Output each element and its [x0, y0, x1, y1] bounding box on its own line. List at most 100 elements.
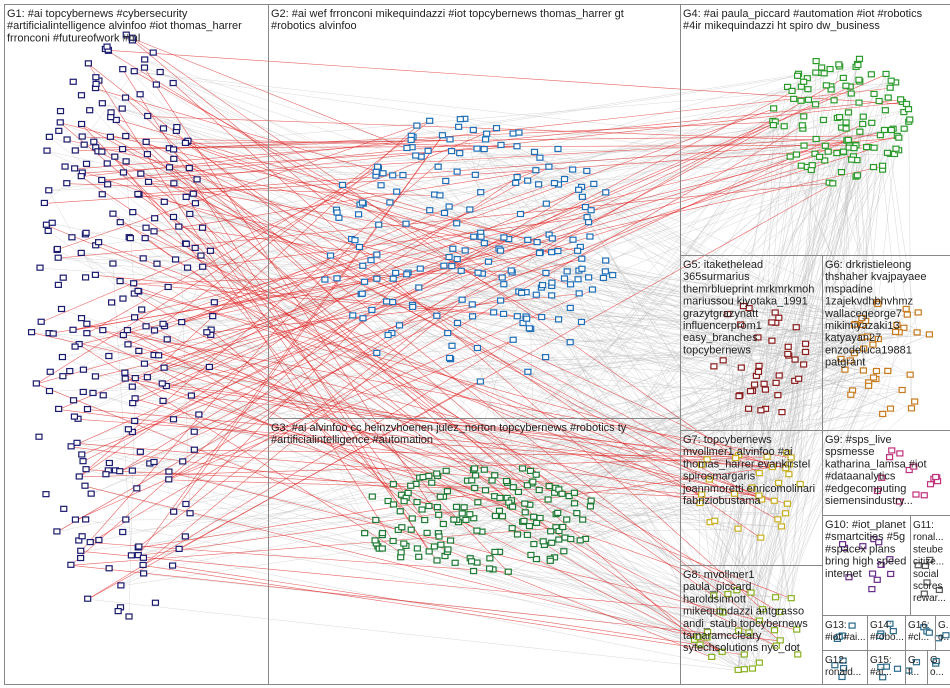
edge — [508, 304, 879, 504]
edge — [169, 167, 383, 174]
node — [716, 608, 724, 615]
group-label: themrblueprint mrkmrkmoh — [683, 283, 814, 295]
node — [118, 145, 127, 153]
edge — [196, 179, 549, 501]
node — [92, 74, 100, 81]
node — [69, 78, 77, 85]
node — [797, 97, 805, 104]
node — [906, 116, 914, 123]
group-label: #cl... — [908, 632, 929, 643]
edge-strong — [124, 372, 752, 594]
node — [520, 517, 528, 524]
node — [886, 620, 894, 627]
node — [471, 472, 480, 479]
node — [447, 147, 456, 155]
edge — [457, 74, 799, 173]
node — [512, 179, 520, 186]
edge-strong — [87, 340, 514, 600]
group-label: spsmesse — [825, 446, 875, 458]
edge — [449, 358, 570, 497]
node — [379, 170, 387, 177]
edge — [582, 519, 708, 633]
node — [754, 334, 762, 341]
node — [121, 369, 129, 376]
group-label: fabriziobustama — [683, 495, 762, 507]
node — [759, 606, 767, 613]
node — [906, 371, 914, 378]
node — [746, 388, 755, 395]
edge — [738, 382, 869, 632]
node — [404, 489, 412, 496]
edge — [447, 353, 855, 553]
edge-strong — [134, 317, 777, 647]
node — [554, 509, 562, 516]
node — [476, 378, 484, 385]
node — [548, 539, 556, 546]
node — [141, 235, 149, 242]
edge — [144, 59, 413, 148]
node — [69, 326, 77, 333]
node — [55, 127, 63, 134]
node — [853, 172, 862, 179]
node — [847, 90, 855, 97]
edge — [564, 395, 851, 539]
node — [768, 319, 776, 326]
node — [99, 392, 107, 399]
node — [392, 269, 400, 277]
edge — [762, 513, 786, 610]
node — [79, 366, 88, 373]
node — [438, 132, 447, 139]
node — [548, 249, 556, 256]
edge — [722, 590, 738, 614]
node — [118, 105, 126, 112]
node — [878, 474, 886, 481]
node — [453, 168, 461, 175]
node — [130, 68, 138, 75]
node — [68, 234, 76, 241]
edge-strong — [126, 34, 337, 211]
node — [373, 251, 381, 258]
node — [784, 343, 792, 350]
node — [900, 125, 908, 132]
edge — [771, 302, 877, 342]
edge — [558, 494, 735, 532]
edge — [388, 335, 864, 350]
node — [525, 325, 533, 332]
node — [491, 512, 500, 520]
node — [792, 151, 801, 158]
edge — [79, 157, 820, 478]
node — [60, 505, 68, 512]
node — [449, 245, 457, 252]
node — [403, 271, 411, 278]
node — [740, 666, 748, 673]
node — [413, 498, 421, 506]
node — [165, 468, 173, 475]
node — [576, 537, 584, 544]
node — [35, 433, 43, 440]
node — [737, 321, 745, 328]
group-label: G15: — [870, 655, 892, 666]
node — [42, 491, 50, 498]
node — [839, 664, 848, 672]
node — [841, 366, 849, 373]
edge — [739, 395, 745, 670]
edge-strong — [90, 542, 509, 573]
node — [886, 84, 894, 91]
group-label: influencerprom1 — [683, 320, 762, 332]
edge-strong — [77, 443, 702, 496]
edge — [445, 125, 774, 182]
node — [368, 306, 376, 314]
node — [601, 268, 609, 275]
group-label: frronconi #futureofwork #ml — [7, 32, 140, 44]
group-label: G10: #iot_planet — [825, 519, 906, 531]
node — [536, 514, 544, 522]
node — [913, 329, 921, 336]
node — [500, 281, 508, 288]
node — [195, 411, 203, 418]
group-label: sytechsolutions nyc_dot — [683, 642, 800, 654]
node — [359, 262, 367, 269]
edge-strong — [185, 135, 881, 144]
group-label: social — [913, 569, 939, 580]
node — [37, 318, 45, 325]
